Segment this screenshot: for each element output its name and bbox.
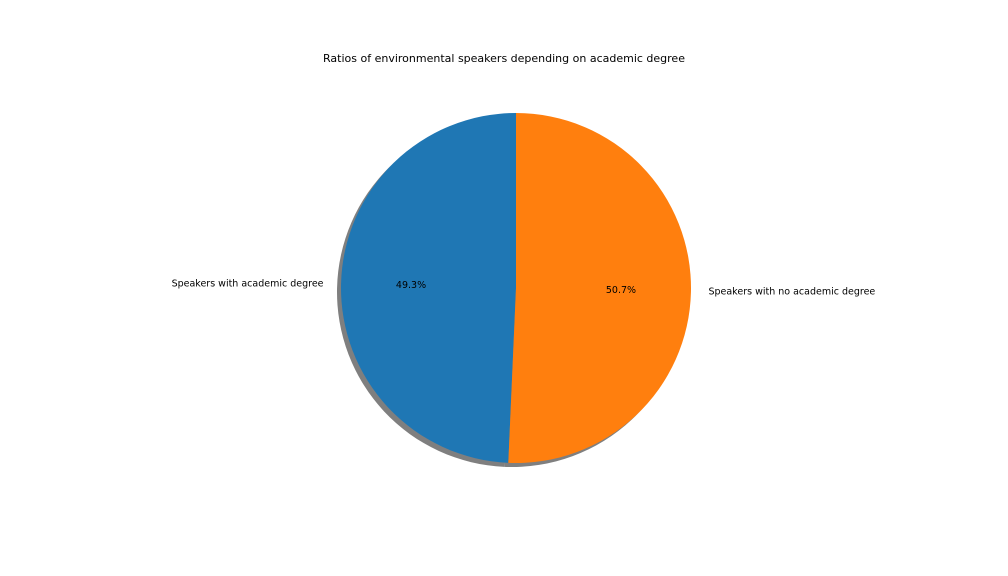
slice-pct-label-2: 50.7% (606, 285, 636, 296)
pie-slice-2 (508, 113, 692, 464)
chart-title: Ratios of environmental speakers dependi… (323, 52, 685, 65)
slice-pct-label-1: 49.3% (396, 280, 426, 291)
pie-slice-1 (341, 113, 516, 463)
slice-label-1: Speakers with academic degree (172, 278, 324, 289)
slice-label-2: Speakers with no academic degree (708, 287, 875, 298)
pie-label-layer: Speakers with academic degree 49.3% Speake… (172, 278, 876, 297)
pie-slice-layer (341, 113, 692, 464)
